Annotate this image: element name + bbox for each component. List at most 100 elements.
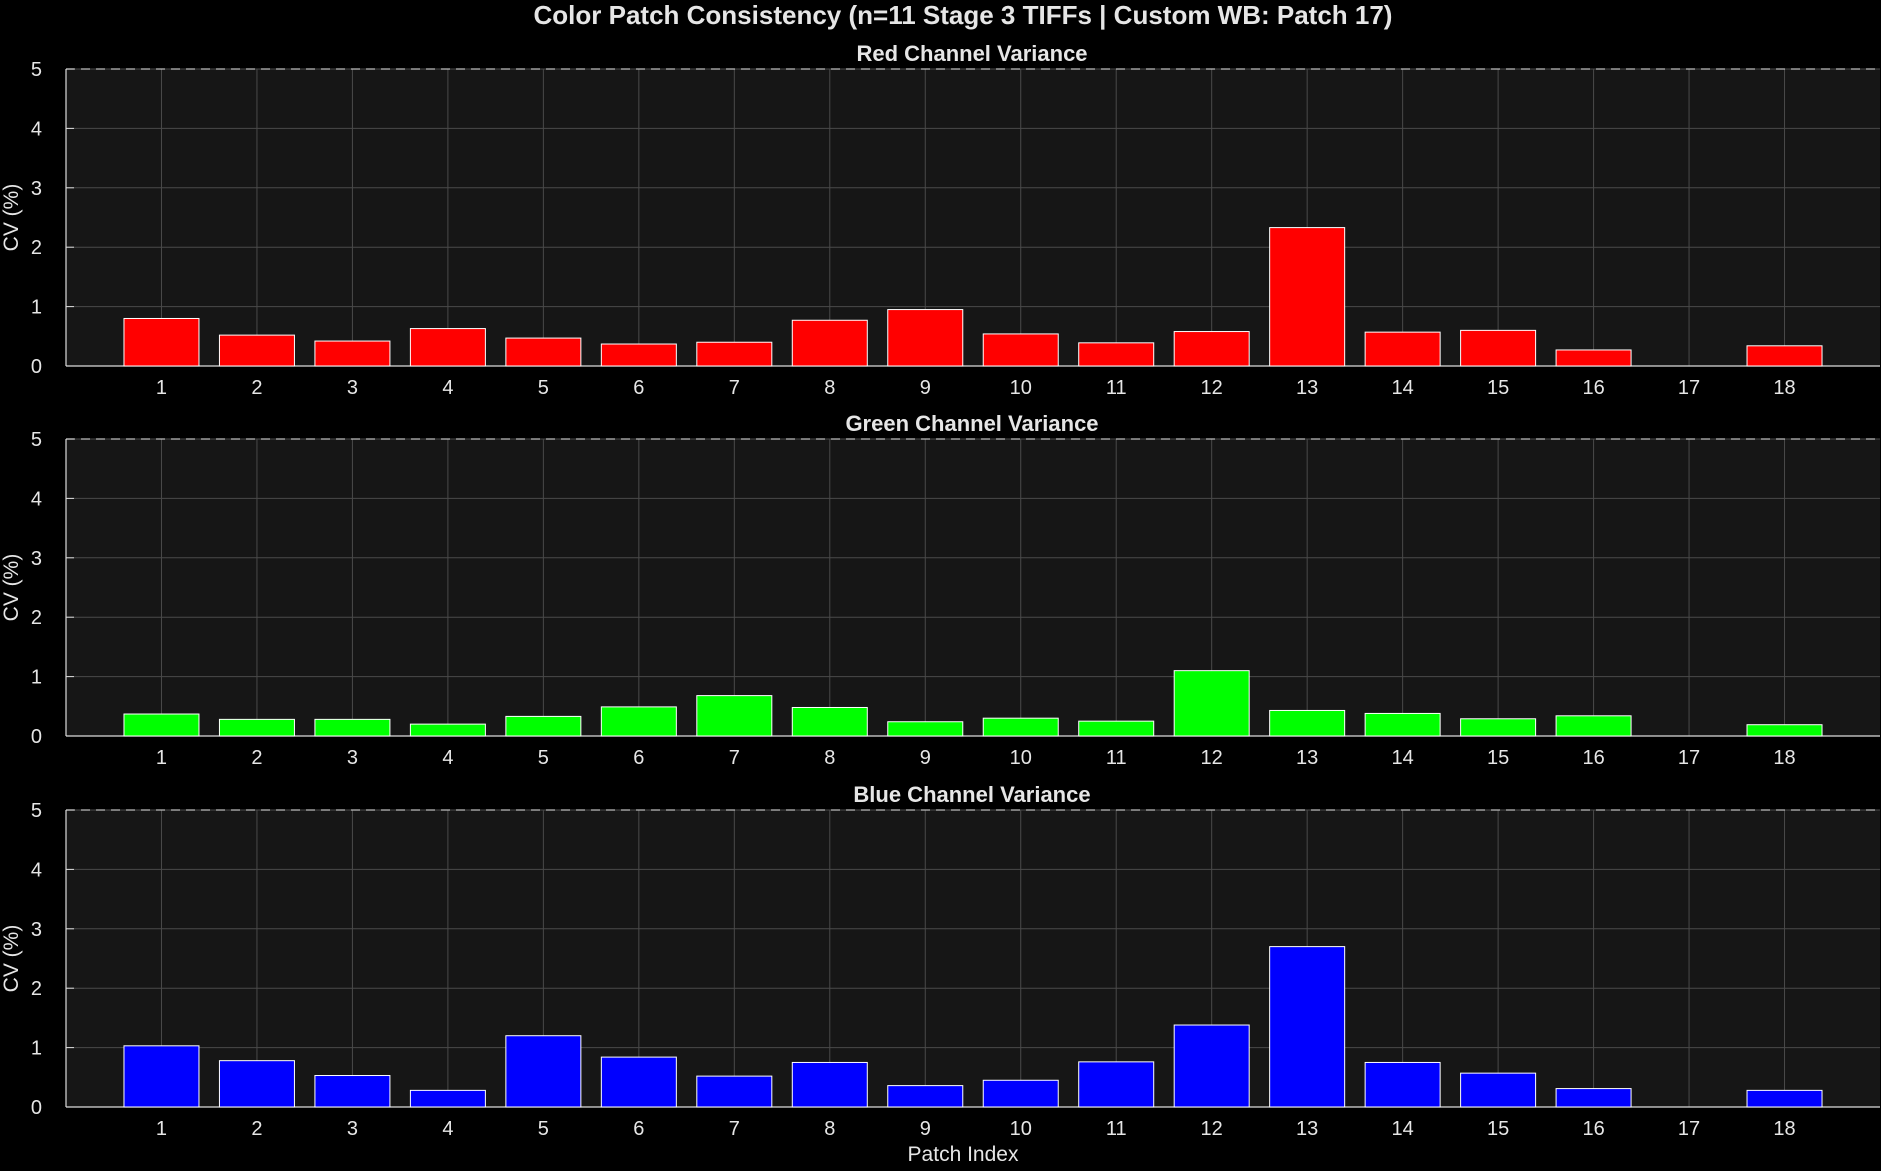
bar-11 — [1078, 342, 1155, 367]
y-tick-label: 0 — [31, 356, 42, 378]
bar-11 — [1078, 720, 1155, 737]
x-tick-label: 15 — [1487, 747, 1509, 769]
x-tick-label: 2 — [251, 377, 262, 399]
bar-15 — [1460, 329, 1537, 367]
x-tick-label: 1 — [156, 747, 167, 769]
x-tick-label: 11 — [1106, 377, 1127, 399]
bar-9 — [887, 309, 964, 367]
y-axis-label: CV (%) — [0, 925, 23, 993]
bar-18 — [1746, 724, 1823, 737]
x-tick-label: 10 — [1010, 377, 1032, 399]
bar-3 — [314, 1075, 391, 1108]
bar-15 — [1460, 1072, 1537, 1108]
bar-7 — [696, 695, 773, 737]
x-tick-label: 17 — [1678, 377, 1700, 399]
bar-16 — [1555, 349, 1632, 367]
y-tick-label: 5 — [31, 429, 42, 451]
bar-4 — [409, 1089, 486, 1108]
x-tick-label: 15 — [1487, 1118, 1509, 1140]
y-tick-label: 0 — [31, 1097, 42, 1119]
y-tick-label: 3 — [31, 919, 42, 941]
x-tick-label: 8 — [824, 747, 835, 769]
x-tick-label: 4 — [442, 377, 453, 399]
bar-1 — [123, 317, 200, 367]
bar-13 — [1269, 709, 1346, 737]
y-axis-label: CV (%) — [0, 184, 23, 252]
x-tick-label: 3 — [347, 377, 358, 399]
x-tick-label: 1 — [156, 1118, 167, 1140]
x-tick-label: 7 — [729, 377, 740, 399]
bar-12 — [1173, 1024, 1250, 1108]
x-tick-label: 13 — [1296, 1118, 1318, 1140]
panel-title: Blue Channel Variance — [853, 782, 1090, 807]
x-tick-label: 16 — [1582, 1118, 1604, 1140]
x-tick-label: 5 — [538, 1118, 549, 1140]
x-tick-label: 15 — [1487, 377, 1509, 399]
bar-1 — [123, 1045, 200, 1108]
x-tick-label: 8 — [824, 1118, 835, 1140]
x-tick-label: 6 — [633, 747, 644, 769]
x-tick-label: 6 — [633, 1118, 644, 1140]
x-tick-label: 4 — [442, 1118, 453, 1140]
bar-9 — [887, 721, 964, 737]
plot-area — [66, 810, 1880, 1107]
x-tick-label: 13 — [1296, 377, 1318, 399]
bar-2 — [218, 718, 295, 737]
bar-3 — [314, 718, 391, 737]
x-tick-label: 3 — [347, 1118, 358, 1140]
bar-18 — [1746, 345, 1823, 367]
x-tick-label: 6 — [633, 377, 644, 399]
y-tick-label: 4 — [31, 118, 42, 140]
x-tick-label: 16 — [1582, 377, 1604, 399]
x-tick-label: 18 — [1773, 1118, 1795, 1140]
bar-9 — [887, 1085, 964, 1108]
y-axis-label: CV (%) — [0, 554, 23, 622]
x-tick-label: 5 — [538, 377, 549, 399]
x-tick-label: 13 — [1296, 747, 1318, 769]
x-tick-label: 17 — [1678, 1118, 1700, 1140]
y-tick-label: 4 — [31, 859, 42, 881]
x-tick-label: 14 — [1392, 1118, 1414, 1140]
bar-6 — [600, 343, 677, 367]
x-tick-label: 11 — [1106, 747, 1127, 769]
x-tick-label: 4 — [442, 747, 453, 769]
x-tick-label: 11 — [1106, 1118, 1127, 1140]
y-tick-label: 3 — [31, 548, 42, 570]
plot-area — [66, 439, 1880, 736]
bar-1 — [123, 713, 200, 737]
bar-8 — [791, 706, 868, 737]
x-tick-label: 9 — [920, 377, 931, 399]
x-axis-label: Patch Index — [908, 1143, 1019, 1166]
bar-16 — [1555, 715, 1632, 737]
y-tick-label: 2 — [31, 237, 42, 259]
bar-6 — [600, 1056, 677, 1108]
bar-10 — [982, 1079, 1059, 1108]
bar-12 — [1173, 670, 1250, 737]
bar-5 — [505, 1035, 582, 1108]
bar-4 — [409, 723, 486, 737]
y-tick-label: 1 — [31, 667, 42, 689]
y-tick-label: 1 — [31, 297, 42, 319]
bar-3 — [314, 340, 391, 367]
bar-14 — [1364, 712, 1441, 737]
bar-8 — [791, 1061, 868, 1108]
x-tick-label: 12 — [1201, 1118, 1223, 1140]
x-tick-label: 18 — [1773, 747, 1795, 769]
panel-title: Red Channel Variance — [856, 41, 1087, 66]
x-tick-label: 18 — [1773, 377, 1795, 399]
bar-18 — [1746, 1089, 1823, 1108]
x-tick-label: 12 — [1201, 747, 1223, 769]
x-tick-label: 17 — [1678, 747, 1700, 769]
bar-5 — [505, 337, 582, 367]
x-tick-label: 7 — [729, 747, 740, 769]
bar-12 — [1173, 331, 1250, 367]
x-tick-label: 3 — [347, 747, 358, 769]
bar-2 — [218, 334, 295, 367]
plot-area — [66, 69, 1880, 366]
x-tick-label: 16 — [1582, 747, 1604, 769]
bar-6 — [600, 706, 677, 737]
